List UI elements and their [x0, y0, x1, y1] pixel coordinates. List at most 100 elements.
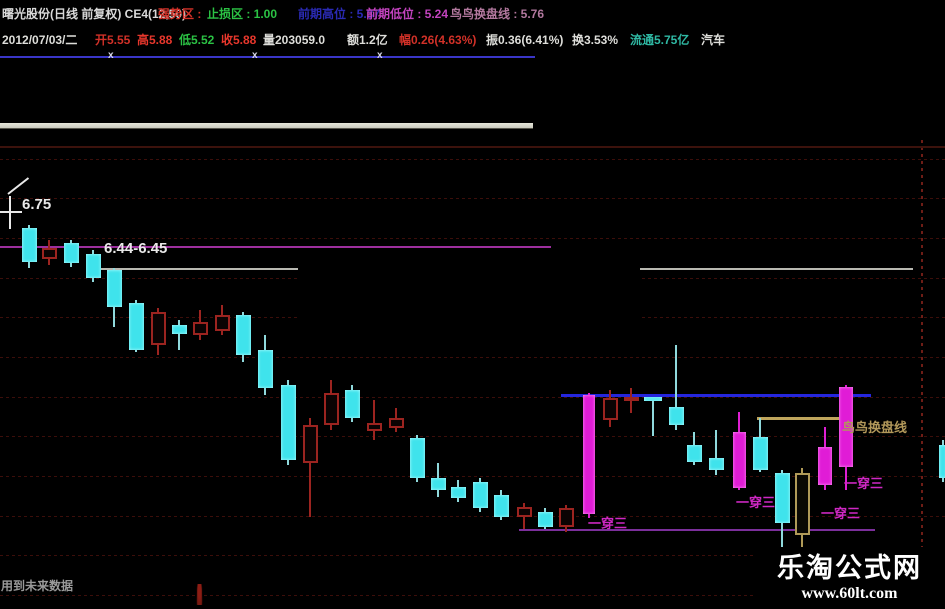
- gridline: [0, 397, 945, 398]
- close-value: 收5.88: [221, 33, 257, 47]
- candle-body: [732, 432, 746, 488]
- stop-loss-value: 止损区 : 1.00: [207, 7, 278, 21]
- candle-body: [106, 270, 122, 307]
- candle-body: [644, 397, 662, 401]
- float-shares-value: 流通5.75亿: [630, 33, 690, 47]
- candle-body: [257, 350, 273, 388]
- candle-body: [668, 407, 684, 425]
- redaction-box: [298, 263, 640, 340]
- red-bottom-marker: [196, 584, 203, 605]
- watermark-panel: 乐淘公式网 www.60lt.com: [754, 547, 945, 602]
- x-marker: x: [108, 50, 114, 61]
- gridline: [0, 555, 945, 556]
- candle-body: [85, 254, 101, 278]
- candle-body: [21, 228, 37, 262]
- candle-body: [409, 438, 425, 478]
- candle-body: [366, 423, 382, 431]
- prev-high-value: 前期高位 : 5.37: [298, 7, 381, 21]
- candle-body: [214, 315, 230, 331]
- candle-body: [939, 445, 945, 478]
- high-value: 高5.88: [137, 33, 173, 47]
- watermark-site-name: 乐淘公式网: [777, 553, 922, 583]
- faint-maroon-line: [0, 146, 945, 148]
- open-value: 开5.55: [95, 33, 131, 47]
- prev-low-value: 前期低位 : 5.24: [366, 7, 449, 21]
- gridline: [0, 436, 945, 437]
- date-value: 2012/07/03/二: [2, 33, 78, 47]
- candle-body: [839, 387, 853, 467]
- gridline: [0, 516, 945, 517]
- candle-body: [430, 478, 446, 490]
- turnover-value: 换3.53%: [572, 33, 619, 47]
- blue-level-line: [561, 394, 871, 397]
- candle-body: [558, 508, 574, 527]
- stock-title: 曙光股份(日线 前复权) CE4(12,50): [2, 7, 187, 21]
- candle-body: [774, 473, 790, 523]
- candle-wick: [309, 418, 311, 517]
- candle-body: [150, 312, 166, 345]
- chart-annotation: 6.75: [22, 196, 52, 213]
- candle-body: [280, 385, 296, 460]
- gridline: [0, 476, 945, 477]
- x-marker: x: [252, 50, 258, 61]
- watermark-site-url: www.60lt.com: [801, 585, 898, 602]
- candle-body: [537, 512, 553, 527]
- gridline: [0, 357, 945, 358]
- candle-body: [235, 315, 251, 355]
- candle-body: [388, 418, 404, 428]
- candle-body: [752, 437, 768, 470]
- crosshair-horizontal: [0, 211, 22, 213]
- resistance-line-magenta: [0, 246, 551, 248]
- niao-line-value: 鸟鸟换盘线 : 5.76: [450, 7, 545, 21]
- candle-body: [493, 495, 509, 517]
- candle-body: [686, 445, 702, 462]
- candle-body: [818, 447, 832, 485]
- candle-body: [708, 458, 724, 470]
- candle-body: [602, 398, 618, 420]
- x-marker: x: [377, 50, 383, 61]
- chart-annotation: 一穿三: [844, 476, 884, 491]
- candle-body: [472, 482, 488, 508]
- candle-wick: [715, 430, 717, 475]
- candle-body: [171, 325, 187, 334]
- amount-value: 额1.2亿: [347, 33, 388, 47]
- future-data-note: 用到未来数据: [1, 579, 74, 593]
- candle-body: [128, 303, 144, 350]
- top-indicator-line: [0, 56, 535, 58]
- separator-band: [0, 123, 533, 129]
- candle-body: [623, 397, 639, 401]
- gridline: [0, 198, 945, 199]
- candle-wick: [675, 345, 677, 430]
- low-value: 低5.52: [179, 33, 215, 47]
- candle-body: [344, 390, 360, 418]
- gridline: [0, 159, 945, 160]
- candle-body: [794, 473, 810, 535]
- chart-annotation: 一穿三: [588, 516, 628, 531]
- sector-value: 汽车: [701, 33, 726, 47]
- change-value: 幅0.26(4.63%): [399, 33, 477, 47]
- vertical-dotted-line: [921, 140, 923, 602]
- candle-wick: [652, 397, 654, 436]
- candle-body: [63, 243, 79, 263]
- candle-body: [323, 393, 339, 425]
- candle-body: [302, 425, 318, 463]
- chart-annotation: 鸟鸟换盘线: [842, 420, 908, 435]
- chart-annotation: 一穿三: [736, 495, 776, 510]
- candle-wick: [178, 320, 180, 350]
- candle-wick: [373, 400, 375, 440]
- strong-zone-label: 强势区 :: [158, 7, 202, 21]
- candle-body: [516, 507, 532, 517]
- candle-body: [192, 322, 208, 335]
- gridline: [0, 238, 945, 239]
- chart-annotation: 6.44-6.45: [104, 240, 168, 257]
- volume-value: 量203059.0: [263, 33, 326, 47]
- chart-annotation: 一穿三: [821, 506, 861, 521]
- amplitude-value: 振0.36(6.41%): [486, 33, 564, 47]
- candle-body: [450, 487, 466, 498]
- niao-huanpan-line: [757, 417, 849, 420]
- candle-body: [41, 248, 57, 259]
- support-line-purple: [519, 529, 875, 531]
- candle-body: [583, 395, 595, 514]
